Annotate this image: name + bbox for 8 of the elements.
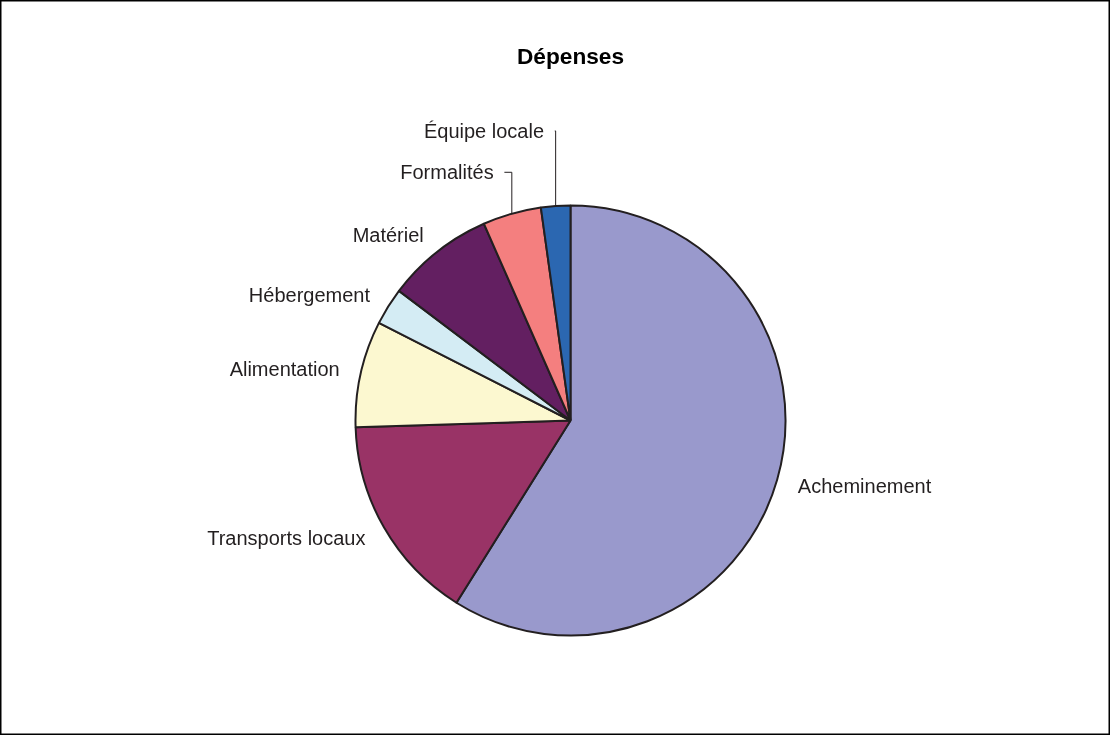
chart-title: Dépenses <box>516 42 625 69</box>
slice-label: Transports locaux <box>207 527 366 550</box>
slice-label: Alimentation <box>229 357 340 380</box>
slice-label: Acheminement <box>797 474 932 497</box>
slice-label: Équipe locale <box>423 119 545 142</box>
slice-label: Hébergement <box>248 284 371 307</box>
slice-label: Matériel <box>352 224 424 246</box>
slice-label: Formalités <box>400 161 494 184</box>
